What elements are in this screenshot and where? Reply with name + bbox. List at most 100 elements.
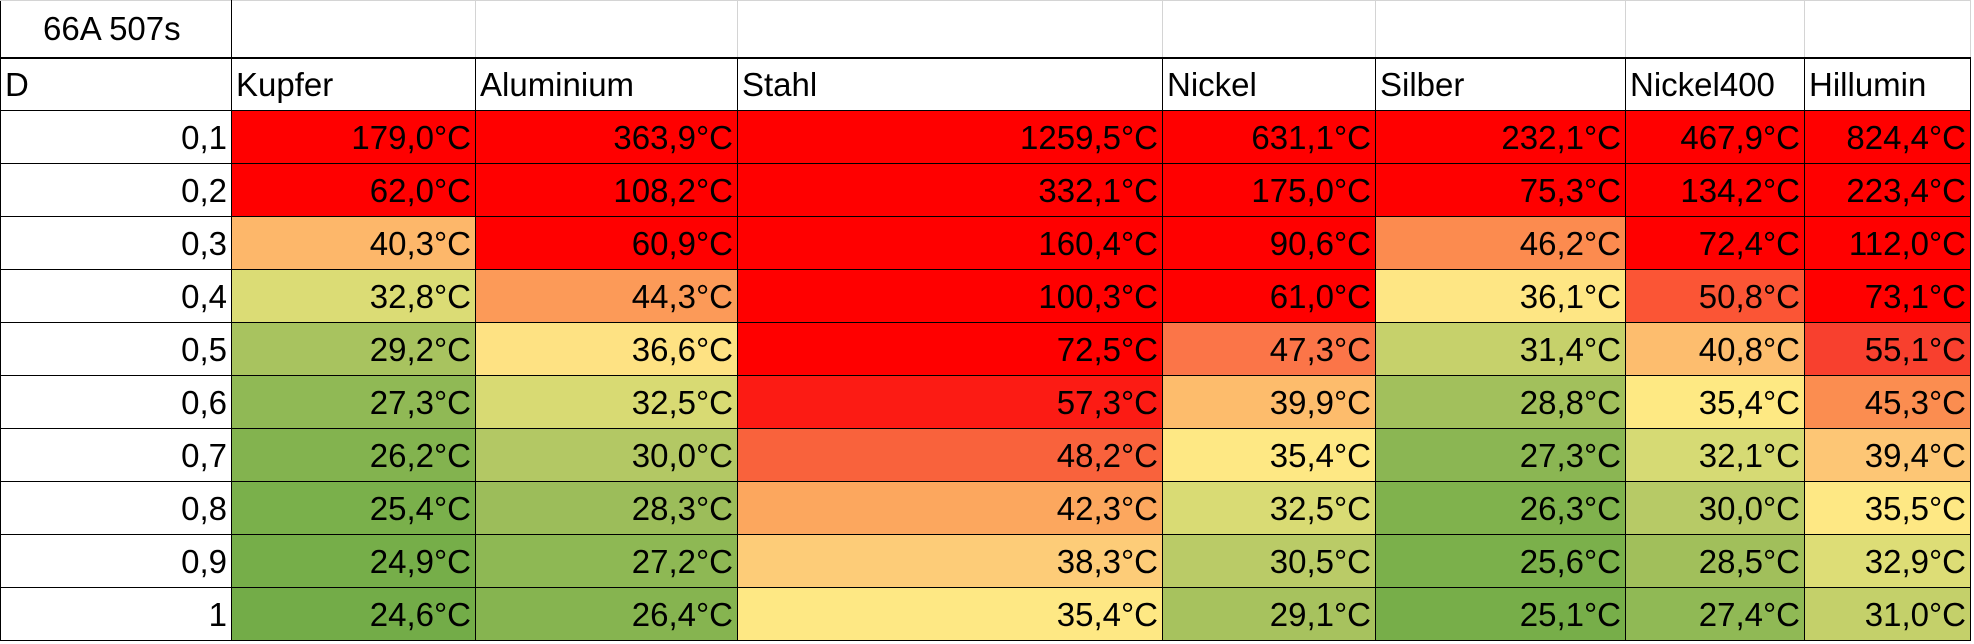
temperature-cell[interactable]: 32,5°C <box>1162 481 1376 535</box>
column-header-kupfer[interactable]: Kupfer <box>231 57 476 111</box>
temperature-cell[interactable]: 1259,5°C <box>737 110 1163 164</box>
temperature-cell[interactable]: 31,4°C <box>1375 322 1626 376</box>
temperature-cell[interactable]: 32,5°C <box>475 375 738 429</box>
row-label-cell[interactable]: 0,1 <box>0 110 232 164</box>
temperature-cell[interactable]: 72,5°C <box>737 322 1163 376</box>
temperature-cell[interactable]: 90,6°C <box>1162 216 1376 270</box>
temperature-cell[interactable]: 28,8°C <box>1375 375 1626 429</box>
temperature-cell[interactable]: 45,3°C <box>1804 375 1971 429</box>
temperature-cell[interactable]: 175,0°C <box>1162 163 1376 217</box>
temperature-cell[interactable]: 30,0°C <box>475 428 738 482</box>
temperature-cell[interactable]: 160,4°C <box>737 216 1163 270</box>
temperature-cell[interactable]: 30,5°C <box>1162 534 1376 588</box>
row-label-cell[interactable]: 0,5 <box>0 322 232 376</box>
temperature-cell[interactable]: 35,4°C <box>1625 375 1805 429</box>
temperature-cell[interactable]: 27,4°C <box>1625 587 1805 641</box>
row-label-cell[interactable]: 1 <box>0 587 232 641</box>
temperature-cell[interactable]: 363,9°C <box>475 110 738 164</box>
empty-cell[interactable] <box>231 0 476 59</box>
temperature-cell[interactable]: 27,3°C <box>1375 428 1626 482</box>
column-header-hillumin[interactable]: Hillumin <box>1804 57 1971 111</box>
empty-cell[interactable] <box>1625 0 1805 59</box>
temperature-cell[interactable]: 32,9°C <box>1804 534 1971 588</box>
temperature-cell[interactable]: 38,3°C <box>737 534 1163 588</box>
row-label-cell[interactable]: 0,4 <box>0 269 232 323</box>
column-header-aluminium[interactable]: Aluminium <box>475 57 738 111</box>
temperature-cell[interactable]: 32,1°C <box>1625 428 1805 482</box>
row-label-cell[interactable]: 0,9 <box>0 534 232 588</box>
row-header-cell[interactable]: D <box>0 57 232 111</box>
row-label-cell[interactable]: 0,2 <box>0 163 232 217</box>
temperature-cell[interactable]: 179,0°C <box>231 110 476 164</box>
temperature-cell[interactable]: 332,1°C <box>737 163 1163 217</box>
temperature-cell[interactable]: 44,3°C <box>475 269 738 323</box>
temperature-cell[interactable]: 467,9°C <box>1625 110 1805 164</box>
temperature-cell[interactable]: 31,0°C <box>1804 587 1971 641</box>
temperature-cell[interactable]: 25,1°C <box>1375 587 1626 641</box>
temperature-cell[interactable]: 100,3°C <box>737 269 1163 323</box>
column-header-nickel[interactable]: Nickel <box>1162 57 1376 111</box>
temperature-cell[interactable]: 39,9°C <box>1162 375 1376 429</box>
column-header-stahl[interactable]: Stahl <box>737 57 1163 111</box>
row-label-cell[interactable]: 0,6 <box>0 375 232 429</box>
temperature-cell[interactable]: 223,4°C <box>1804 163 1971 217</box>
temperature-cell[interactable]: 24,6°C <box>231 587 476 641</box>
table-row: 0,1 179,0°C 363,9°C 1259,5°C 631,1°C 232,1°C 4… <box>0 110 1971 164</box>
temperature-cell[interactable]: 61,0°C <box>1162 269 1376 323</box>
empty-cell[interactable] <box>475 0 738 59</box>
row-label-cell[interactable]: 0,7 <box>0 428 232 482</box>
temperature-cell[interactable]: 75,3°C <box>1375 163 1626 217</box>
temperature-cell[interactable]: 27,2°C <box>475 534 738 588</box>
empty-cell[interactable] <box>1375 0 1626 59</box>
empty-cell[interactable] <box>1162 0 1376 59</box>
row-label-cell[interactable]: 0,3 <box>0 216 232 270</box>
temperature-cell[interactable]: 36,6°C <box>475 322 738 376</box>
temperature-cell[interactable]: 46,2°C <box>1375 216 1626 270</box>
temperature-cell[interactable]: 30,0°C <box>1625 481 1805 535</box>
empty-cell[interactable] <box>1804 0 1971 59</box>
temperature-cell[interactable]: 112,0°C <box>1804 216 1971 270</box>
temperature-cell[interactable]: 27,3°C <box>231 375 476 429</box>
temperature-cell[interactable]: 232,1°C <box>1375 110 1626 164</box>
temperature-cell[interactable]: 25,4°C <box>231 481 476 535</box>
temperature-cell[interactable]: 55,1°C <box>1804 322 1971 376</box>
temperature-cell[interactable]: 29,1°C <box>1162 587 1376 641</box>
temperature-cell[interactable]: 108,2°C <box>475 163 738 217</box>
sheet-title-cell[interactable]: 66A 507s <box>0 0 232 59</box>
temperature-cell[interactable]: 57,3°C <box>737 375 1163 429</box>
row-label-cell[interactable]: 0,8 <box>0 481 232 535</box>
temperature-cell[interactable]: 72,4°C <box>1625 216 1805 270</box>
temperature-cell[interactable]: 28,5°C <box>1625 534 1805 588</box>
temperature-cell[interactable]: 39,4°C <box>1804 428 1971 482</box>
temperature-cell[interactable]: 36,1°C <box>1375 269 1626 323</box>
temperature-cell[interactable]: 62,0°C <box>231 163 476 217</box>
table-row: 0,4 32,8°C 44,3°C 100,3°C 61,0°C 36,1°C 50,8°C… <box>0 269 1971 323</box>
temperature-cell[interactable]: 25,6°C <box>1375 534 1626 588</box>
temperature-cell[interactable]: 35,5°C <box>1804 481 1971 535</box>
temperature-cell[interactable]: 32,8°C <box>231 269 476 323</box>
temperature-cell[interactable]: 26,3°C <box>1375 481 1626 535</box>
temperature-cell[interactable]: 48,2°C <box>737 428 1163 482</box>
temperature-cell[interactable]: 26,2°C <box>231 428 476 482</box>
empty-cell[interactable] <box>737 0 1163 59</box>
temperature-cell[interactable]: 35,4°C <box>737 587 1163 641</box>
temperature-cell[interactable]: 824,4°C <box>1804 110 1971 164</box>
temperature-cell[interactable]: 29,2°C <box>231 322 476 376</box>
temperature-cell[interactable]: 631,1°C <box>1162 110 1376 164</box>
temperature-cell[interactable]: 73,1°C <box>1804 269 1971 323</box>
temperature-cell[interactable]: 60,9°C <box>475 216 738 270</box>
temperature-cell[interactable]: 47,3°C <box>1162 322 1376 376</box>
temperature-cell[interactable]: 134,2°C <box>1625 163 1805 217</box>
header-row: D Kupfer Aluminium Stahl Nickel Silber N… <box>0 57 1971 111</box>
temperature-cell[interactable]: 28,3°C <box>475 481 738 535</box>
temperature-cell[interactable]: 40,3°C <box>231 216 476 270</box>
temperature-cell[interactable]: 26,4°C <box>475 587 738 641</box>
column-header-nickel400[interactable]: Nickel400 <box>1625 57 1805 111</box>
temperature-cell[interactable]: 42,3°C <box>737 481 1163 535</box>
temperature-cell[interactable]: 40,8°C <box>1625 322 1805 376</box>
temperature-cell[interactable]: 35,4°C <box>1162 428 1376 482</box>
column-header-silber[interactable]: Silber <box>1375 57 1626 111</box>
temperature-cell[interactable]: 50,8°C <box>1625 269 1805 323</box>
temperature-cell[interactable]: 24,9°C <box>231 534 476 588</box>
